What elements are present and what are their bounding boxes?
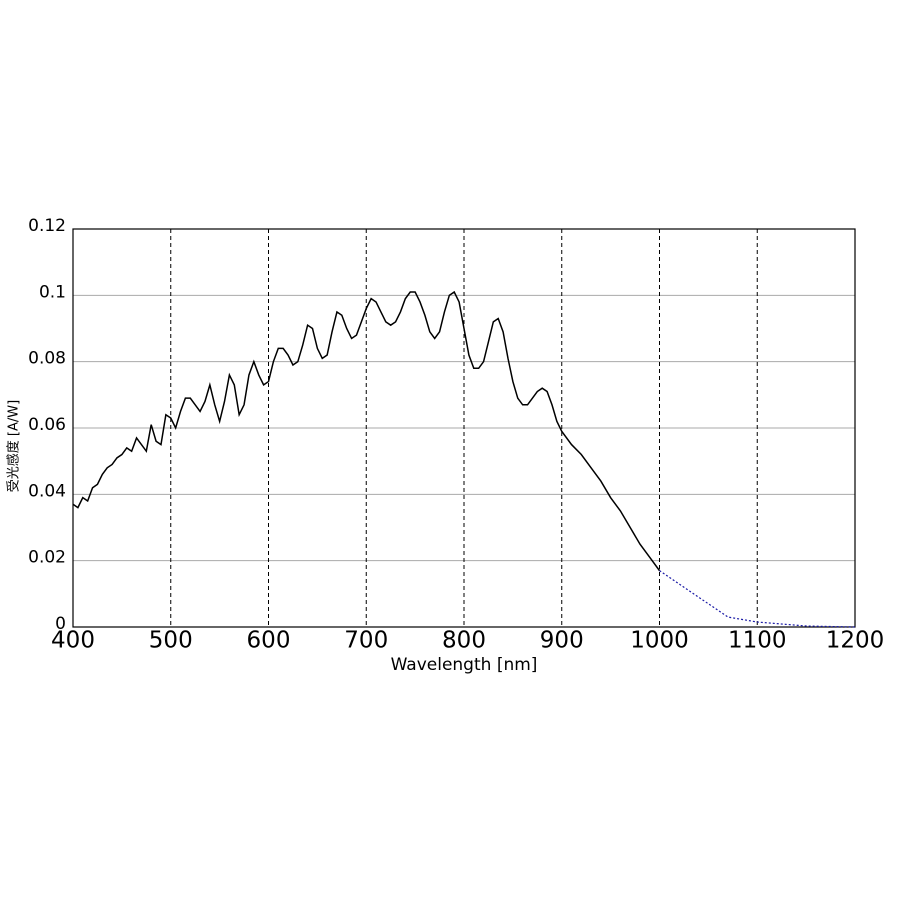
data-line [72,290,661,572]
y-tick-label: 0.1 [39,282,66,302]
y-tick-label: 0.06 [28,415,66,435]
x-tick-label: 1000 [630,628,689,654]
x-tick-label: 700 [344,628,388,654]
y-tick-label: 0.12 [28,216,66,236]
y-axis-label: 受光感度 [A/W] [6,400,22,492]
data-line [659,570,856,628]
x-tick-label: 1100 [728,628,787,654]
x-tick-label: 1200 [826,628,885,654]
y-tick-label: 0.02 [28,548,66,568]
x-tick-label: 400 [51,628,95,654]
y-tick-label: 0.04 [28,481,66,501]
x-tick-label: 900 [540,628,584,654]
y-tick-label: 0 [55,614,66,634]
x-tick-label: 600 [247,628,291,654]
y-tick-label: 0.08 [28,349,66,369]
x-tick-label: 800 [442,628,486,654]
x-axis-label: Wavelength [nm] [391,655,538,675]
plot-frame [72,228,856,628]
x-tick-label: 500 [149,628,193,654]
